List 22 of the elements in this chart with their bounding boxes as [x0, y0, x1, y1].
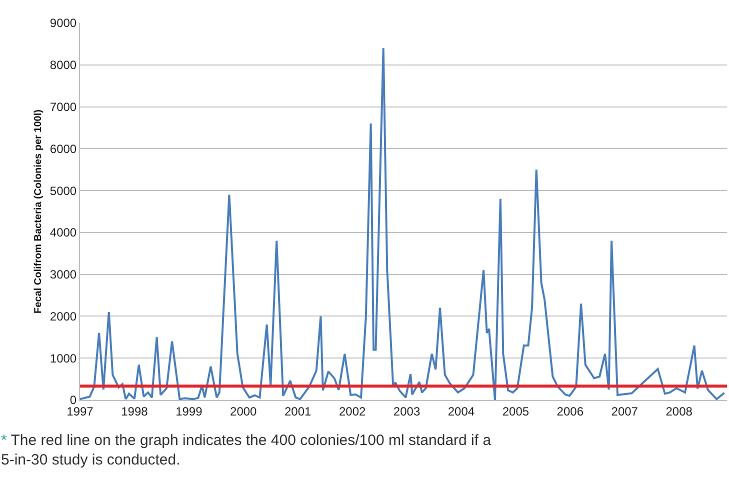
x-tick-label: 2005 — [502, 404, 530, 418]
y-tick-label: 9000 — [50, 16, 77, 30]
x-tick-label: 2000 — [230, 404, 258, 418]
x-tick-label: 2006 — [556, 404, 584, 418]
y-tick-label: 5000 — [50, 184, 77, 198]
y-tick-label: 7000 — [50, 100, 77, 114]
y-tick-label: 8000 — [50, 58, 77, 72]
x-tick-label: 2001 — [284, 404, 312, 418]
y-tick-label: 1000 — [50, 351, 77, 366]
y-tick-label: 4000 — [50, 226, 77, 240]
y-tick-label: 3000 — [50, 268, 77, 282]
x-tick-label: 2007 — [611, 404, 638, 418]
x-tick-label: 2003 — [393, 404, 420, 418]
x-tick-label: 2002 — [338, 404, 366, 418]
y-tick-label: 6000 — [50, 142, 77, 156]
y-axis-title: Fecal Colifrom Bacteria (Colonies per 100l) — [32, 110, 44, 314]
x-tick-label: 1999 — [176, 404, 203, 418]
x-tick-label: 2008 — [666, 404, 693, 418]
x-tick-label: 2004 — [448, 404, 475, 418]
x-tick-label: 1998 — [121, 404, 148, 418]
text: * The red line on the graph indicates the 400 colonies/100 ml standard if a 5-in-30 study is conducted. — [1, 432, 492, 468]
y-tick-label: 2000 — [50, 309, 77, 324]
